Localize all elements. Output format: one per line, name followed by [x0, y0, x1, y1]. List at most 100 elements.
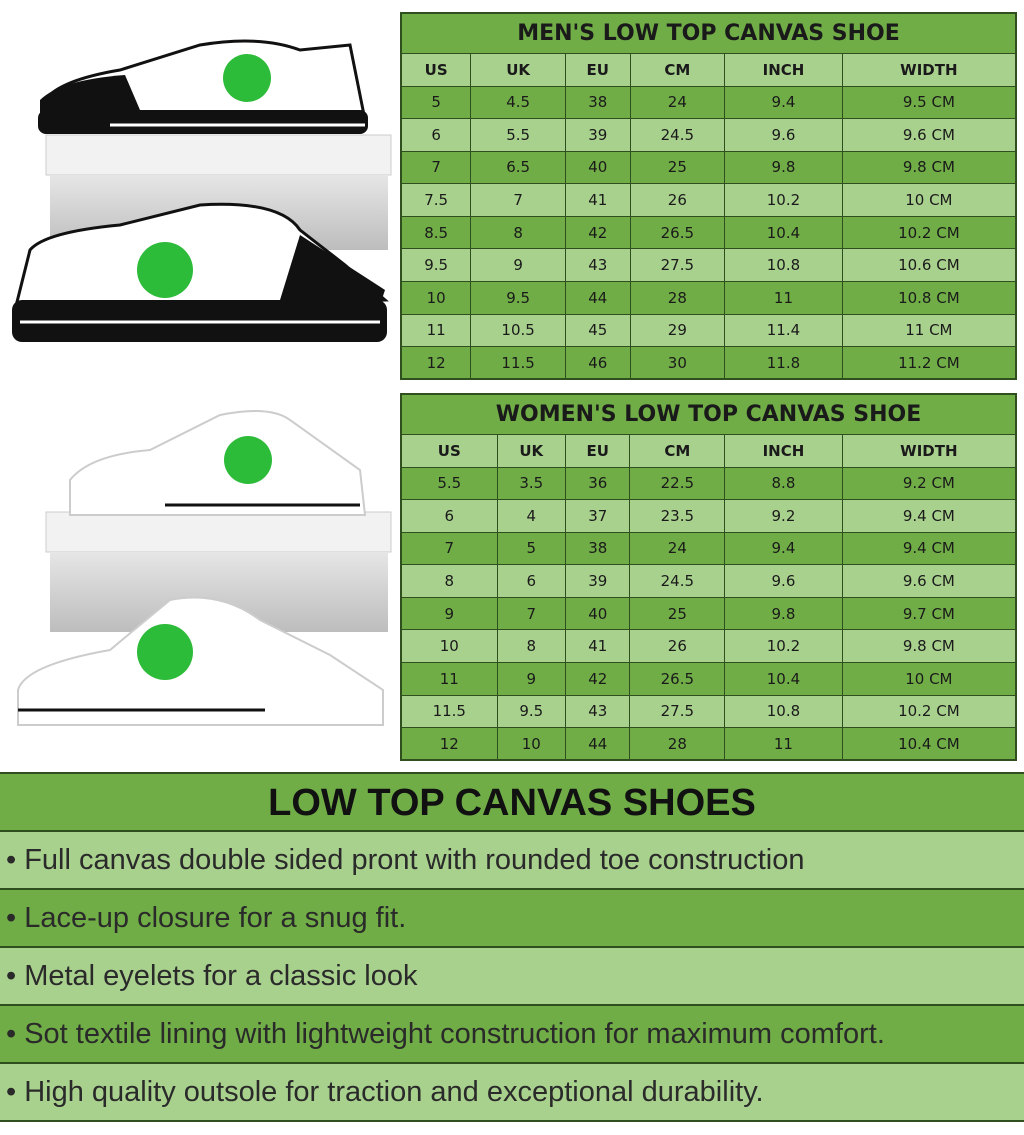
table-cell: 4.5 — [470, 85, 566, 120]
feature-item: • Full canvas double sided pront with ro… — [0, 832, 1024, 890]
table-row: 11.5 9.5 43 27.5 10.8 10.2 CM — [400, 694, 1017, 729]
table-cell: 26.5 — [629, 662, 726, 696]
table-row: 9 7 40 25 9.8 9.7 CM — [400, 596, 1017, 631]
table-cell: 26.5 — [629, 215, 726, 250]
table-cell: 36 — [564, 466, 631, 501]
table-row: 7 5 38 24 9.4 9.4 CM — [400, 531, 1017, 566]
table-cell: 42 — [564, 215, 631, 250]
table-cell: 10.2 CM — [841, 215, 1017, 250]
column-header: EU — [564, 52, 631, 87]
table-cell: 10.2 CM — [841, 694, 1017, 729]
table-cell: 11 — [724, 727, 843, 761]
column-header: CM — [629, 52, 726, 87]
table-cell: 9.5 CM — [841, 85, 1017, 120]
table-cell: 25 — [629, 150, 726, 185]
table-cell: 11 — [400, 313, 472, 348]
table-cell: 5.5 — [470, 118, 566, 152]
table-cell: 8.8 — [724, 466, 843, 501]
table-cell: 7 — [470, 183, 566, 217]
table-cell: 11 — [400, 662, 498, 696]
table-row: 6 5.5 39 24.5 9.6 9.6 CM — [400, 118, 1017, 152]
table-row: 5.5 3.5 36 22.5 8.8 9.2 CM — [400, 466, 1017, 501]
table-cell: 26 — [629, 629, 726, 664]
table-row: 11 10.5 45 29 11.4 11 CM — [400, 313, 1017, 348]
table-cell: 9.6 CM — [841, 564, 1017, 598]
table-cell: 8 — [470, 215, 566, 250]
table-cell: 28 — [629, 281, 726, 315]
product-images — [12, 39, 392, 726]
table-cell: 8 — [400, 564, 498, 598]
table-cell: 11.5 — [400, 694, 498, 729]
men-chart-title: MEN'S LOW TOP CANVAS SHOE — [400, 12, 1017, 54]
table-cell: 9.2 — [724, 499, 843, 533]
table-cell: 27.5 — [629, 694, 726, 729]
table-row: 7.5 7 41 26 10.2 10 CM — [400, 183, 1017, 217]
table-cell: 38 — [564, 531, 631, 566]
table-cell: 9.6 — [724, 118, 843, 152]
table-cell: 38 — [564, 85, 631, 120]
table-cell: 11 — [724, 281, 843, 315]
table-cell: 40 — [564, 596, 631, 631]
table-row: 8 6 39 24.5 9.6 9.6 CM — [400, 564, 1017, 598]
table-cell: 10.4 — [724, 215, 843, 250]
table-cell: 41 — [564, 629, 631, 664]
table-cell: 9.8 — [724, 150, 843, 185]
table-cell: 10 CM — [841, 662, 1017, 696]
table-cell: 9.7 CM — [841, 596, 1017, 631]
table-cell: 11.2 CM — [841, 346, 1017, 380]
table-cell: 11 CM — [841, 313, 1017, 348]
table-cell: 9.5 — [400, 248, 472, 283]
features-title: LOW TOP CANVAS SHOES — [0, 772, 1024, 832]
table-cell: 7 — [496, 596, 566, 631]
column-header: INCH — [724, 433, 843, 468]
table-cell: 10.6 CM — [841, 248, 1017, 283]
table-cell: 44 — [564, 281, 631, 315]
table-cell: 40 — [564, 150, 631, 185]
table-cell: 9 — [470, 248, 566, 283]
column-header: WIDTH — [841, 52, 1017, 87]
table-row: 12 10 44 28 11 10.4 CM — [400, 727, 1017, 761]
men-header-row: US UK EU CM INCH WIDTH — [400, 52, 1017, 87]
table-row: 12 11.5 46 30 11.8 11.2 CM — [400, 346, 1017, 380]
women-size-chart: WOMEN'S LOW TOP CANVAS SHOE US UK EU CM INCH… — [400, 393, 1017, 762]
table-cell: 37 — [564, 499, 631, 533]
table-row: 7 6.5 40 25 9.8 9.8 CM — [400, 150, 1017, 185]
table-cell: 23.5 — [629, 499, 726, 533]
table-cell: 10 — [496, 727, 566, 761]
table-cell: 5.5 — [400, 466, 498, 501]
column-header: US — [400, 52, 472, 87]
table-cell: 10 — [400, 629, 498, 664]
column-header: INCH — [724, 52, 843, 87]
table-cell: 24.5 — [629, 564, 726, 598]
feature-item: • Metal eyelets for a classic look — [0, 948, 1024, 1006]
table-cell: 9.8 CM — [841, 150, 1017, 185]
table-cell: 10 — [400, 281, 472, 315]
table-cell: 22.5 — [629, 466, 726, 501]
feature-item: • Sot textile lining with lightweight co… — [0, 1006, 1024, 1064]
feature-item: • High quality outsole for traction and … — [0, 1064, 1024, 1122]
table-cell: 9.5 — [470, 281, 566, 315]
table-cell: 9 — [400, 596, 498, 631]
men-shoes-image — [12, 39, 392, 342]
table-cell: 28 — [629, 727, 726, 761]
men-size-chart: MEN'S LOW TOP CANVAS SHOE US UK EU CM INCH WI… — [400, 12, 1017, 381]
column-header: WIDTH — [841, 433, 1017, 468]
table-cell: 24 — [629, 531, 726, 566]
table-cell: 41 — [564, 183, 631, 217]
women-header-row: US UK EU CM INCH WIDTH — [400, 433, 1017, 468]
column-header: UK — [470, 52, 566, 87]
table-row: 11 9 42 26.5 10.4 10 CM — [400, 662, 1017, 696]
table-cell: 26 — [629, 183, 726, 217]
table-cell: 9.8 — [724, 596, 843, 631]
features-section: LOW TOP CANVAS SHOES • Full canvas doubl… — [0, 772, 1024, 1122]
table-cell: 10.4 CM — [841, 727, 1017, 761]
women-chart-title: WOMEN'S LOW TOP CANVAS SHOE — [400, 393, 1017, 435]
table-row: 6 4 37 23.5 9.2 9.4 CM — [400, 499, 1017, 533]
table-cell: 11.4 — [724, 313, 843, 348]
women-shoes-image — [17, 410, 392, 726]
table-cell: 46 — [564, 346, 631, 380]
table-cell: 39 — [564, 564, 631, 598]
table-row: 5 4.5 38 24 9.4 9.5 CM — [400, 85, 1017, 120]
table-cell: 6 — [400, 118, 472, 152]
table-cell: 7 — [400, 150, 472, 185]
